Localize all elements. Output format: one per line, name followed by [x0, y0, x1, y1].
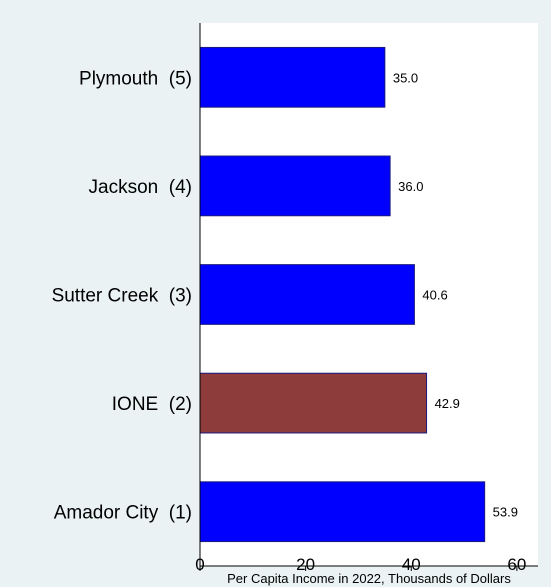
bar-2 — [199, 264, 415, 325]
x-axis-title: Per Capita Income in 2022, Thousands of … — [227, 571, 511, 586]
data-label-3: 42.9 — [435, 396, 460, 411]
category-label-3: IONE (2) — [112, 394, 192, 415]
category-label-4: Amador City (1) — [54, 503, 192, 524]
bar-3 — [199, 372, 428, 434]
x-ticks-layer: 0 20 40 60 — [195, 555, 526, 574]
category-label-1: Jackson (4) — [89, 177, 192, 198]
bar-1 — [199, 155, 391, 217]
bars-layer: 35.0 Plymouth (5) 36.0 Jackson (4) 40.6 Sutte… — [52, 46, 518, 543]
data-label-1: 36.0 — [398, 179, 423, 194]
data-label-2: 40.6 — [422, 288, 447, 303]
x-tick-label-3: 60 — [507, 555, 526, 574]
x-tick-label-0: 0 — [195, 555, 204, 574]
data-label-0: 35.0 — [393, 70, 418, 85]
bar-0 — [199, 46, 386, 108]
bar-4 — [199, 481, 486, 543]
category-label-0: Plymouth (5) — [79, 68, 192, 89]
x-tick-label-2: 40 — [402, 555, 421, 574]
category-label-2: Sutter Creek (3) — [52, 286, 192, 307]
x-tick-label-1: 20 — [296, 555, 315, 574]
data-label-4: 53.9 — [493, 505, 518, 520]
